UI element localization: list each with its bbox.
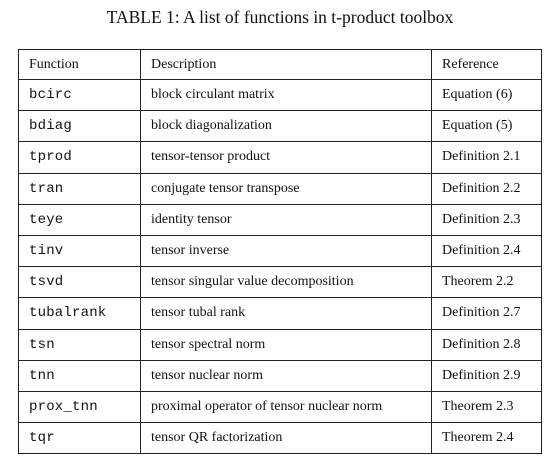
function-name-cell: tnn [18, 359, 141, 392]
description-cell: tensor tubal rank [140, 297, 432, 330]
table-row: tsn tensor spectral norm Definition 2.8 [18, 328, 542, 361]
table-row: tsvd tensor singular value decomposition… [18, 266, 542, 299]
table-row: tinv tensor inverse Definition 2.4 [18, 234, 542, 268]
description-cell: tensor singular value decomposition [140, 266, 432, 299]
table-row: bcirc block circulant matrix Equation (6… [18, 78, 542, 112]
function-name-cell: bcirc [18, 78, 141, 112]
reference-cell: Definition 2.9 [431, 359, 542, 392]
reference-cell: Equation (5) [431, 110, 542, 143]
reference-cell: Definition 2.4 [431, 234, 542, 268]
function-name-cell: tubalrank [18, 297, 141, 330]
table-row: tprod tensor-tensor product Definition 2… [18, 141, 542, 174]
reference-cell: Theorem 2.3 [431, 390, 542, 424]
table-row: tubalrank tensor tubal rank Definition 2… [18, 297, 542, 330]
description-cell: tensor inverse [140, 234, 432, 268]
function-name-cell: prox_tnn [18, 390, 141, 424]
description-cell: conjugate tensor transpose [140, 172, 432, 205]
function-name-cell: bdiag [18, 110, 141, 143]
table-row: prox_tnn proximal operator of tensor nuc… [18, 390, 542, 424]
description-cell: block circulant matrix [140, 78, 432, 112]
reference-cell: Definition 2.7 [431, 297, 542, 330]
table-row: tqr tensor QR factorization Theorem 2.4 [18, 422, 542, 455]
table-row: tnn tensor nuclear norm Definition 2.9 [18, 359, 542, 392]
header-reference: Reference [431, 49, 542, 80]
description-cell: identity tensor [140, 203, 432, 236]
description-cell: tensor-tensor product [140, 141, 432, 174]
function-name-cell: tprod [18, 141, 141, 174]
reference-cell: Theorem 2.4 [431, 422, 542, 455]
table-caption: TABLE 1: A list of functions in t-produc… [106, 7, 454, 27]
function-name-cell: tran [18, 172, 141, 205]
description-cell: block diagonalization [140, 110, 432, 143]
reference-cell: Definition 2.2 [431, 172, 542, 205]
reference-cell: Definition 2.8 [431, 328, 542, 361]
table-row: tran conjugate tensor transpose Definiti… [18, 172, 542, 205]
reference-cell: Definition 2.1 [431, 141, 542, 174]
reference-cell: Equation (6) [431, 78, 542, 112]
header-function: Function [18, 49, 141, 80]
function-name-cell: tsvd [18, 266, 141, 299]
description-cell: proximal operator of tensor nuclear norm [140, 390, 432, 424]
function-name-cell: tinv [18, 234, 141, 268]
table-row: teye identity tensor Definition 2.3 [18, 203, 542, 236]
reference-cell: Theorem 2.2 [431, 266, 542, 299]
description-cell: tensor nuclear norm [140, 359, 432, 392]
function-name-cell: tqr [18, 422, 141, 455]
description-cell: tensor QR factorization [140, 422, 432, 455]
table-row: bdiag block diagonalization Equation (5) [18, 110, 542, 143]
function-name-cell: teye [18, 203, 141, 236]
function-name-cell: tsn [18, 328, 141, 361]
reference-cell: Definition 2.3 [431, 203, 542, 236]
header-description: Description [140, 49, 432, 80]
header-row: Function Description Reference [18, 49, 542, 80]
functions-table: Function Description Reference bcirc blo… [18, 49, 542, 455]
description-cell: tensor spectral norm [140, 328, 432, 361]
